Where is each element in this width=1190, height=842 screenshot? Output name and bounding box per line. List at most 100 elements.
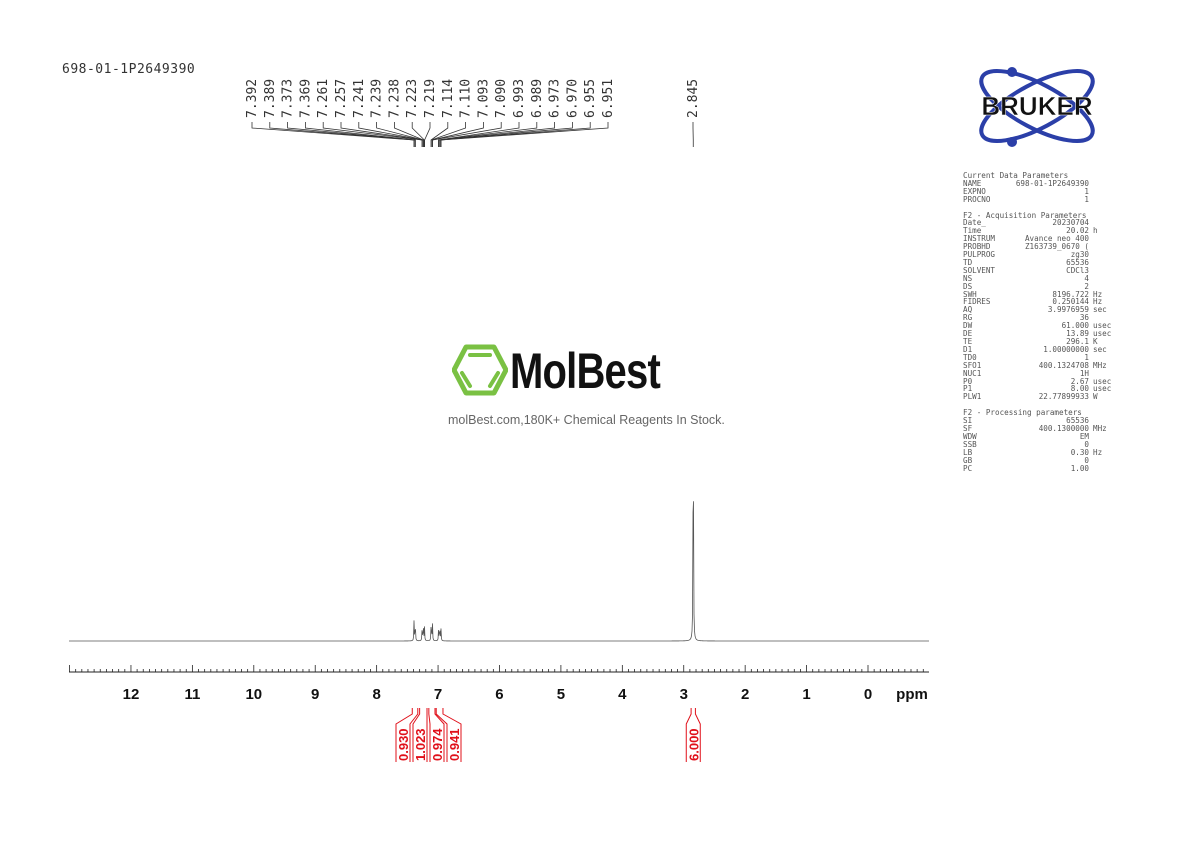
param-label: GB xyxy=(963,455,973,465)
param-val: 1 xyxy=(1084,186,1089,196)
param-val: 400.1324708 xyxy=(1038,360,1089,370)
param-section-title: Current Data Parameters xyxy=(963,171,1069,180)
peak-label: 7.369 xyxy=(298,79,313,118)
param-row: DS 2 xyxy=(963,281,1111,291)
peak-label: 7.223 xyxy=(405,79,420,118)
peak-label: 7.114 xyxy=(441,79,456,118)
param-row: NS 4 xyxy=(963,273,1111,283)
param-row: TE 296.1 K xyxy=(963,338,1111,346)
acquisition-parameters-panel: Current Data Parameters NAME 698-01-1P2649… xyxy=(963,172,1111,472)
param-row: NAME 698-01-1P2649390 xyxy=(963,180,1111,188)
peak-label-leader xyxy=(340,122,423,147)
integral-bracket xyxy=(435,708,462,762)
param-val: 1 xyxy=(1084,352,1089,362)
x-tick-label: 11 xyxy=(184,686,200,703)
peak-label: 2.845 xyxy=(686,79,701,118)
param-unit: usec xyxy=(1093,321,1112,331)
param-val: Avance neo 400 xyxy=(1024,234,1089,244)
peak-label-leader xyxy=(394,122,424,147)
peak-label: 7.238 xyxy=(387,79,402,118)
param-val: 0.30 xyxy=(1070,447,1089,457)
param-unit xyxy=(1089,235,1093,243)
param-row: PLW1 22.77899933 W xyxy=(963,393,1111,401)
peak-label: 6.970 xyxy=(565,79,580,118)
molbest-tagline: molBest.com,180K+ Chemical Reagents In S… xyxy=(448,413,725,427)
x-tick-label: 6 xyxy=(495,686,503,703)
peak-label-leader xyxy=(305,122,416,147)
param-row: RG 36 xyxy=(963,314,1111,322)
x-tick-label: 5 xyxy=(557,686,565,703)
param-row: SOLVENT CDCl3 xyxy=(963,265,1111,275)
integral-value: 0.930 xyxy=(396,728,411,761)
integral-value: 1.023 xyxy=(413,728,428,761)
param-section-title: F2 - Processing parameters xyxy=(963,408,1082,418)
peak-label: 7.241 xyxy=(352,79,367,118)
peak-label-leader xyxy=(439,122,573,147)
param-val: 1 xyxy=(1084,194,1089,204)
param-label: NUC1 xyxy=(963,368,982,378)
param-label: PROCNO xyxy=(963,194,991,204)
x-axis-label: ppm xyxy=(896,686,928,703)
param-label: NS xyxy=(963,273,973,283)
x-tick-label: 12 xyxy=(123,686,140,703)
param-row: SI 65536 xyxy=(963,417,1111,425)
param-row: PC 1.00 xyxy=(963,463,1111,473)
peak-label: 7.219 xyxy=(423,79,438,118)
bruker-logo: BRUKER xyxy=(979,67,1095,147)
param-val: 1.00 xyxy=(1070,463,1089,473)
param-label: TD xyxy=(963,257,973,267)
param-row: DE 13.89 usec xyxy=(963,330,1111,338)
x-tick-label: 0 xyxy=(864,686,872,703)
molbest-brand: MolBest xyxy=(510,343,661,399)
peak-label-leader xyxy=(251,122,415,147)
peak-label: 7.090 xyxy=(494,79,509,118)
x-tick-label: 7 xyxy=(434,686,442,703)
param-row: SFO1 400.1324708 MHz xyxy=(963,360,1111,370)
param-unit: usec xyxy=(1093,384,1112,394)
param-label: SF xyxy=(963,423,973,433)
param-val: 3.9976959 xyxy=(1047,305,1089,315)
param-row: SF 400.1300000 MHz xyxy=(963,425,1111,433)
param-val: 61.000 xyxy=(1061,321,1089,331)
param-label: SOLVENT xyxy=(963,265,996,275)
peak-label: 7.392 xyxy=(245,79,260,118)
param-label: AQ xyxy=(963,305,973,315)
x-axis: 12 11 10 9 8 7 6 5 4 3 2 1 0 ppm xyxy=(69,665,929,703)
param-label: PULPROG xyxy=(963,250,996,260)
integrals: 0.930 1.023 0.974 0.941 6.000 xyxy=(395,708,701,762)
peak-label-leader xyxy=(432,122,502,147)
x-tick-label: 4 xyxy=(618,686,627,703)
param-row: WDW EM xyxy=(963,432,1111,441)
param-unit xyxy=(1089,259,1093,267)
x-tick-label: 3 xyxy=(680,686,688,703)
param-row: TD 65536 xyxy=(963,259,1111,267)
x-tick-label: 1 xyxy=(802,686,810,703)
param-val: 1H xyxy=(1079,368,1089,378)
param-row: Time 20.02 h xyxy=(963,227,1111,235)
param-label: INSTRUM xyxy=(963,234,996,244)
x-tick-label: 8 xyxy=(372,686,380,703)
peak-label-leader xyxy=(440,122,609,147)
param-label: LB xyxy=(963,447,973,457)
param-row: Date_ 20230704 xyxy=(963,219,1111,227)
param-label: P0 xyxy=(963,376,973,386)
peak-label: 7.389 xyxy=(263,79,278,118)
param-row: FIDRES 0.250144 Hz xyxy=(963,298,1111,306)
param-row: DW 61.000 usec xyxy=(963,322,1111,330)
param-section-title: F2 - Acquisition Parameters xyxy=(963,210,1087,220)
param-val: 698-01-1P2649390 xyxy=(1015,178,1089,188)
param-row: NUC1 1H xyxy=(963,368,1111,378)
param-label: PLW1 xyxy=(963,392,982,402)
param-val: 0 xyxy=(1084,439,1089,449)
param-row: P0 2.67 usec xyxy=(963,376,1112,386)
peak-label: 6.989 xyxy=(530,79,545,118)
param-label: SI xyxy=(963,416,973,426)
spectrum-line xyxy=(69,501,929,642)
param-label: TD0 xyxy=(963,352,977,362)
param-val: 8.00 xyxy=(1070,384,1089,394)
peak-label: 7.239 xyxy=(370,79,385,118)
param-unit: usec xyxy=(1093,376,1112,386)
param-val: 2 xyxy=(1084,281,1089,291)
param-row: LB 0.30 Hz xyxy=(963,447,1111,457)
param-unit xyxy=(1089,196,1093,204)
